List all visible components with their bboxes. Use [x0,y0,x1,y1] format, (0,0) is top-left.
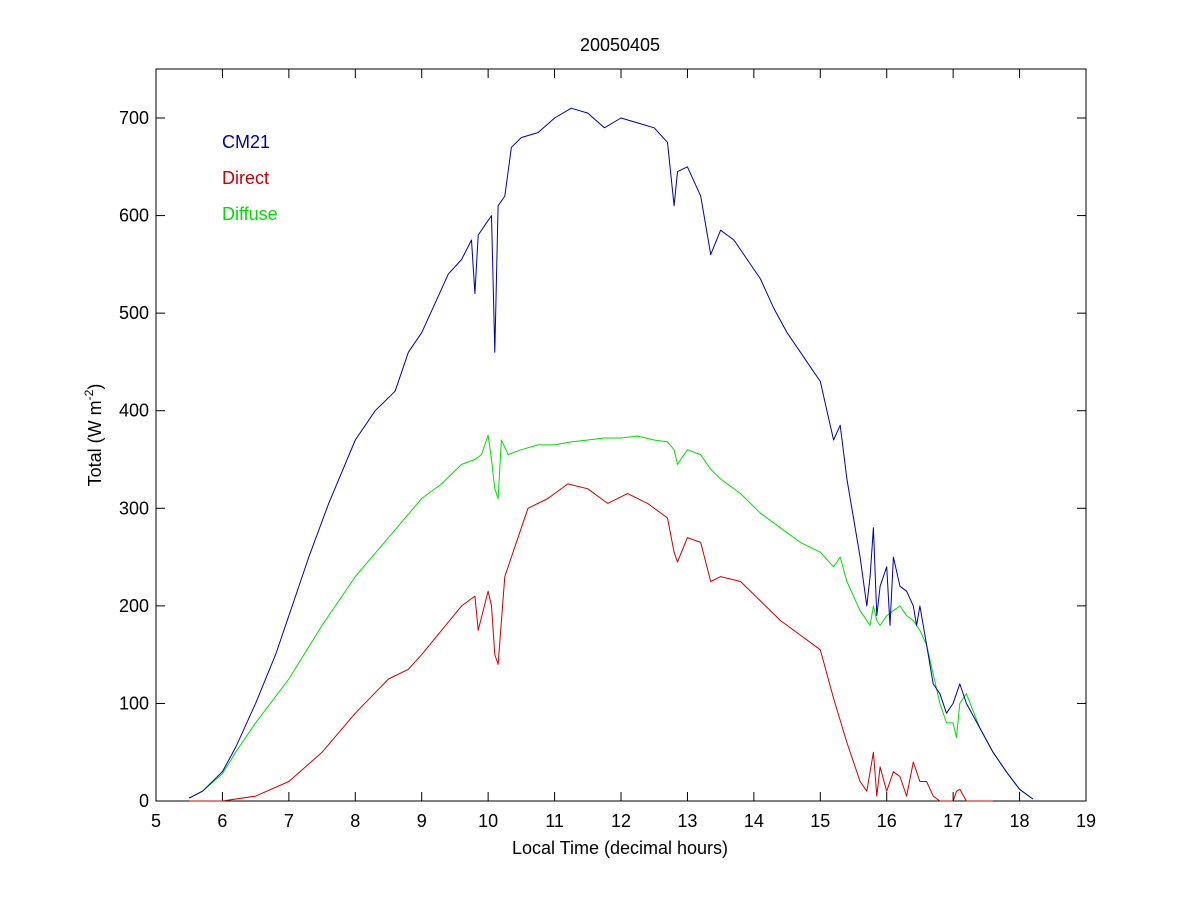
legend: CM21 Direct Diffuse [222,132,278,224]
x-tick-label: 12 [611,811,631,831]
legend-entry-direct: Direct [222,168,269,188]
x-tick-label: 13 [677,811,697,831]
x-axis-ticks: 5 6 7 8 9 10 11 12 13 14 15 16 17 18 19 [151,69,1096,831]
x-tick-label: 18 [1010,811,1030,831]
legend-entry-cm21: CM21 [222,132,270,152]
chart-title: 20050405 [580,35,660,55]
series-lines [188,107,1034,802]
y-axis-title: Total (W m-2) [82,384,105,487]
y-tick-label: 600 [119,206,149,226]
y-axis-title-suffix: ) [85,384,105,390]
y-tick-label: 400 [119,401,149,421]
x-tick-label: 9 [417,811,427,831]
plot-area [155,68,1087,802]
y-axis-ticks: 0 100 200 300 400 500 600 700 [119,108,1086,811]
y-tick-label: 100 [119,693,149,713]
x-tick-label: 14 [744,811,764,831]
x-tick-label: 8 [350,811,360,831]
x-tick-label: 15 [810,811,830,831]
x-tick-label: 6 [217,811,227,831]
x-tick-label: 10 [478,811,498,831]
series-line-cm21 [188,107,1034,800]
legend-entry-diffuse: Diffuse [222,204,278,224]
y-axis-title-superscript: -2 [82,389,96,400]
x-axis-title: Local Time (decimal hours) [512,838,728,858]
y-tick-label: 500 [119,303,149,323]
x-tick-label: 5 [151,811,161,831]
series-line-direct [189,483,993,802]
x-tick-label: 7 [284,811,294,831]
y-tick-label: 200 [119,596,149,616]
x-tick-label: 16 [877,811,897,831]
y-tick-label: 300 [119,498,149,518]
x-tick-label: 11 [545,811,564,831]
y-tick-label: 700 [119,108,149,128]
series-line-diffuse [188,434,1034,800]
y-axis-title-main: Total (W m [85,400,105,486]
x-tick-label: 17 [943,811,963,831]
y-tick-label: 0 [139,791,149,811]
x-tick-label: 19 [1076,811,1096,831]
